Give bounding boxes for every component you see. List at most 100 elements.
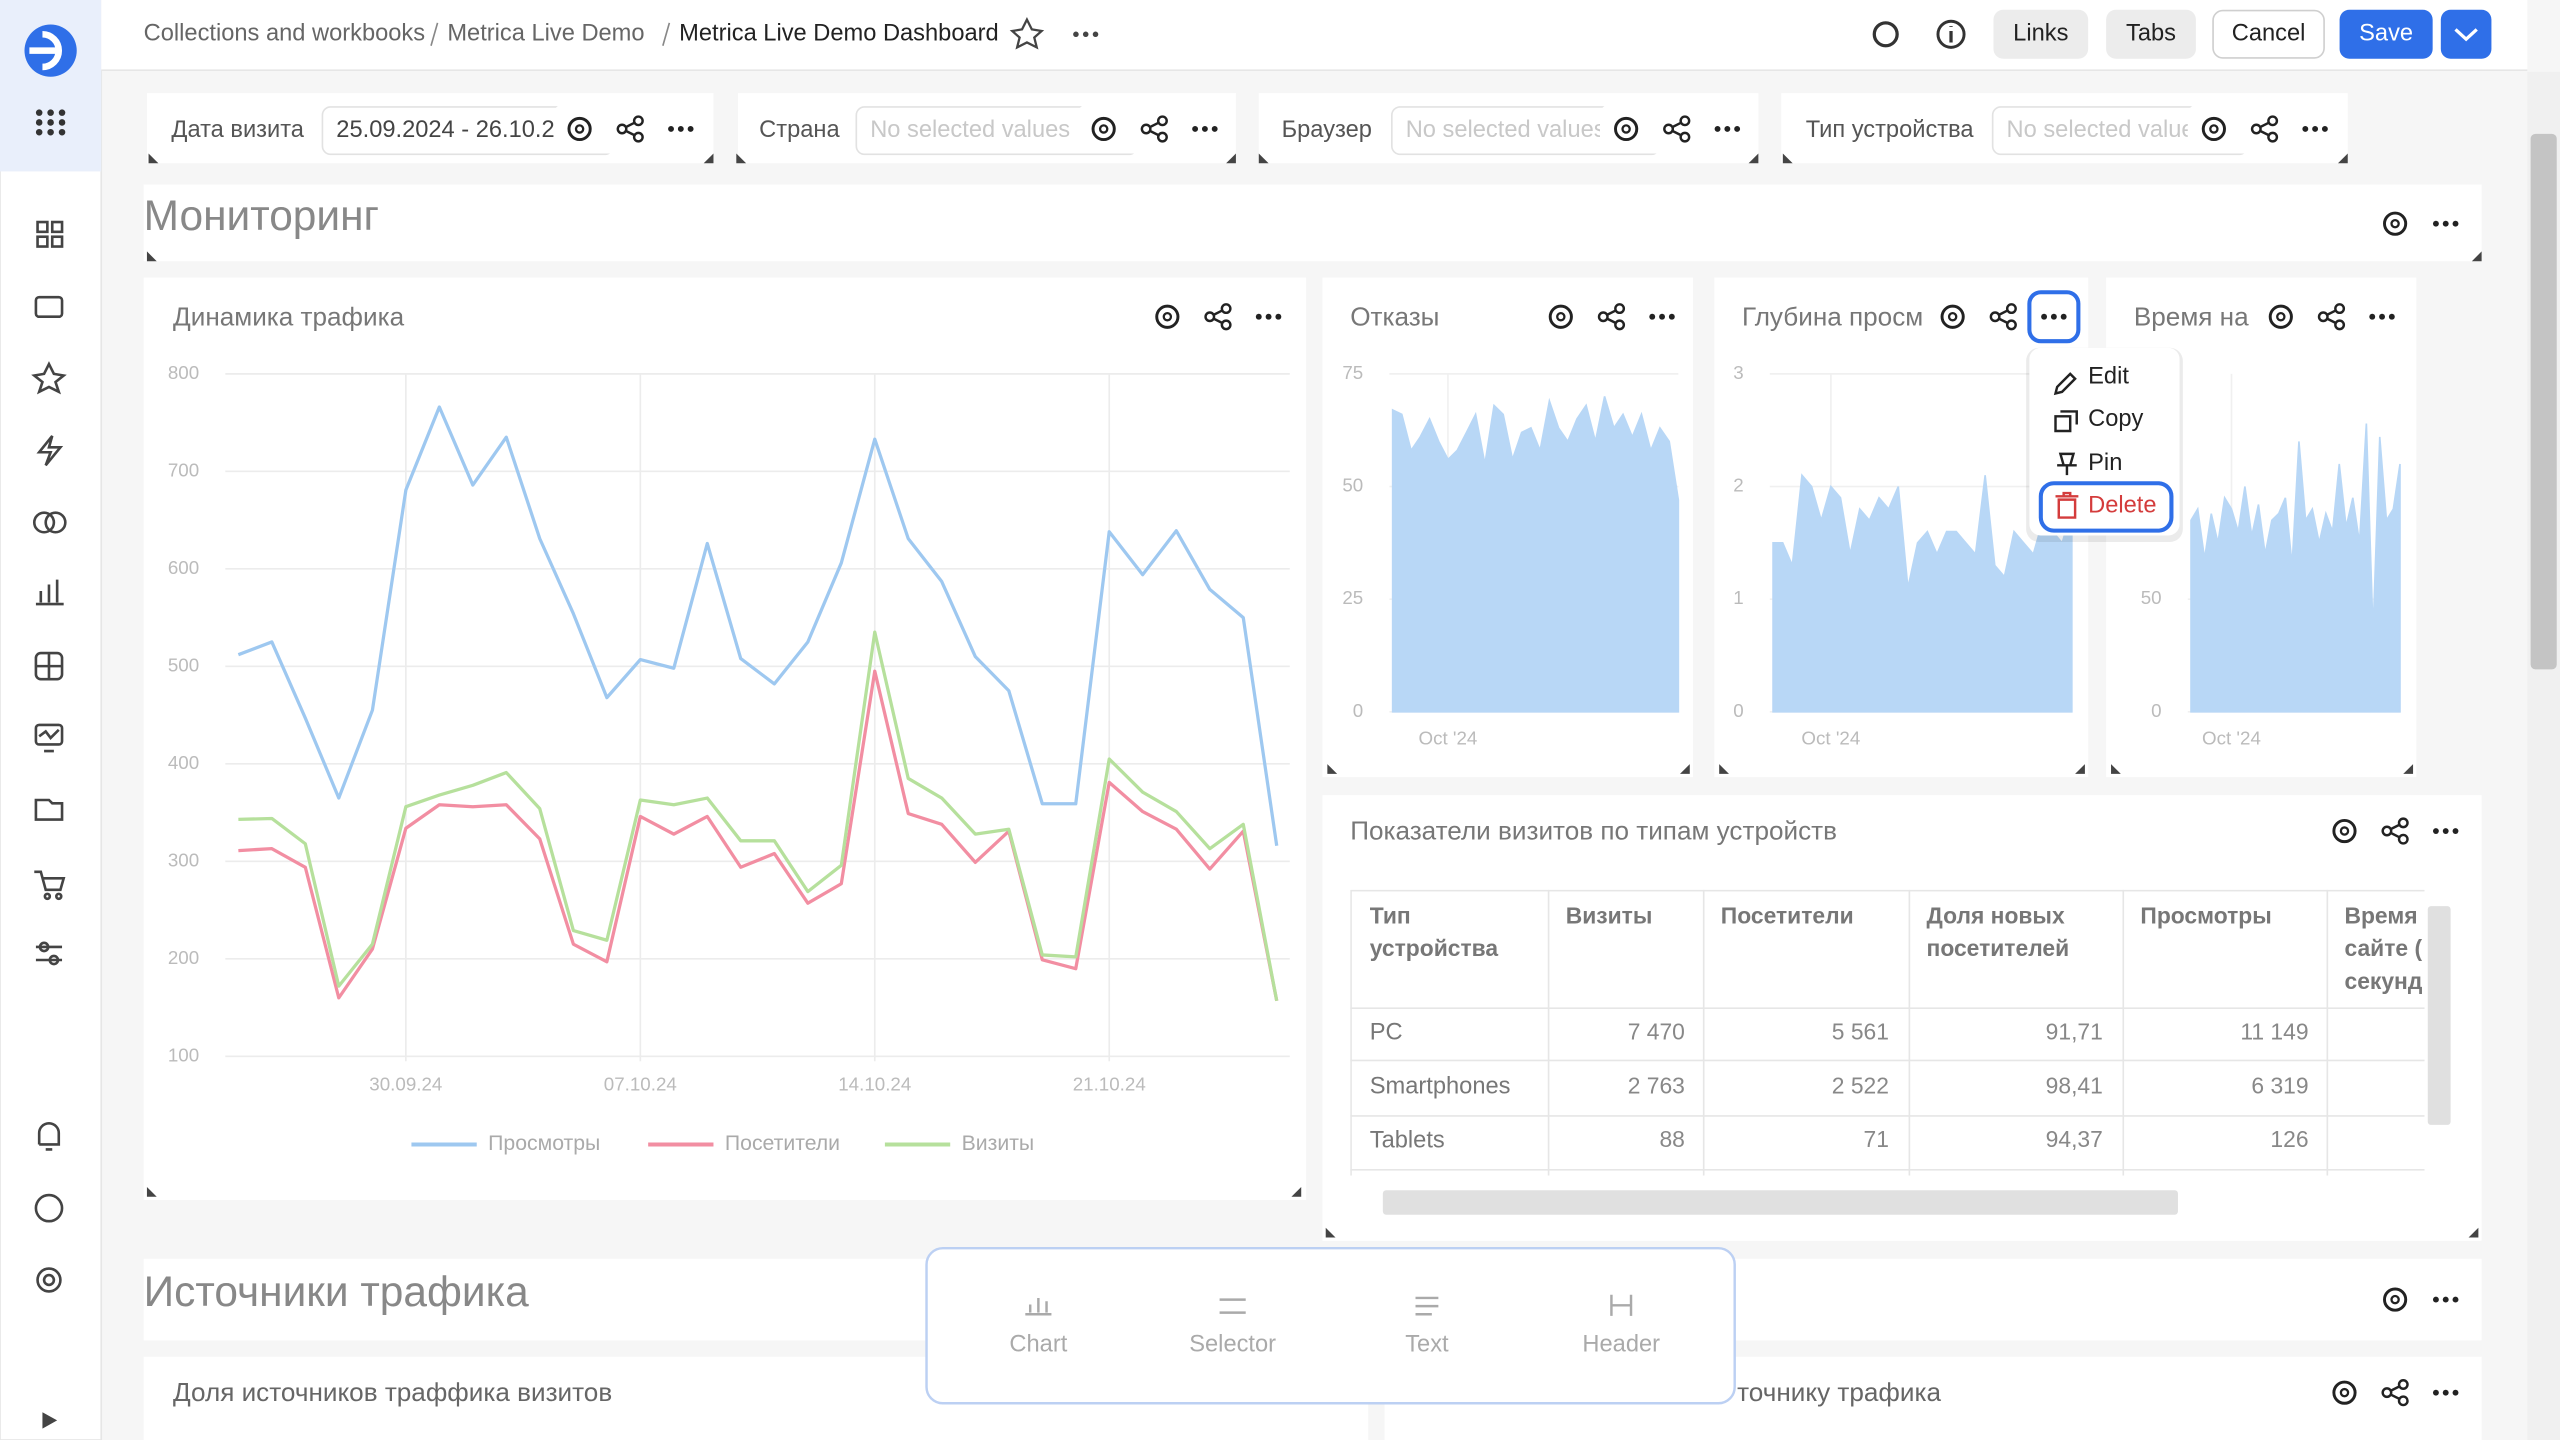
- settings-icon[interactable]: [567, 116, 592, 142]
- nav-icons[interactable]: [31, 220, 67, 1293]
- more-dot[interactable]: [2379, 313, 2385, 320]
- more-dot[interactable]: [687, 126, 694, 132]
- breadcrumb[interactable]: Metrica Live Demo: [447, 21, 644, 47]
- settings-icon[interactable]: [2332, 1380, 2357, 1405]
- more-dot[interactable]: [2432, 828, 2439, 834]
- favorite-icon[interactable]: [1009, 17, 1045, 50]
- share-icon[interactable]: [2250, 115, 2279, 143]
- more-dot[interactable]: [2432, 1296, 2439, 1303]
- share-icon[interactable]: [2381, 1379, 2409, 1407]
- more-dot[interactable]: [1211, 126, 1218, 132]
- share-icon[interactable]: [616, 115, 644, 143]
- settings-hub: [2390, 1294, 2400, 1305]
- settings-icon[interactable]: [2383, 211, 2408, 236]
- table-hscroll[interactable]: [1382, 1190, 2178, 1215]
- more-icon[interactable]: [1073, 31, 1099, 38]
- more-dot[interactable]: [1265, 313, 1272, 320]
- resize-handle: [2471, 251, 2482, 262]
- menu-item[interactable]: Copy: [2088, 406, 2143, 432]
- more-dot[interactable]: [2452, 1296, 2459, 1303]
- toolbar-item[interactable]: [1610, 1294, 1633, 1316]
- share-node: [1679, 115, 1691, 127]
- more-dot[interactable]: [2452, 828, 2459, 834]
- settings-icon[interactable]: [2332, 818, 2357, 844]
- share-icon[interactable]: [1204, 303, 1232, 331]
- cancel-button[interactable]: [2212, 9, 2325, 59]
- more-dot[interactable]: [677, 126, 684, 132]
- settings-icon[interactable]: [1155, 304, 1180, 329]
- share-icon[interactable]: [1140, 115, 1168, 143]
- save-button[interactable]: [2339, 9, 2433, 59]
- more-dot[interactable]: [668, 126, 674, 132]
- more-dot[interactable]: [1734, 126, 1741, 132]
- toolbar-item[interactable]: [1025, 1297, 1052, 1316]
- scrollbar-thumb[interactable]: [2530, 133, 2557, 670]
- share-icon[interactable]: [1597, 303, 1626, 331]
- more-dot[interactable]: [2369, 313, 2376, 320]
- links-button[interactable]: [1993, 9, 2089, 59]
- more-dot[interactable]: [2442, 1389, 2449, 1396]
- more-dot[interactable]: [1201, 126, 1208, 132]
- share-icon[interactable]: [2381, 817, 2409, 845]
- more-dot[interactable]: [1659, 313, 1665, 320]
- more-dot[interactable]: [2302, 126, 2309, 132]
- more-dot[interactable]: [2312, 126, 2319, 132]
- toolbar-item[interactable]: [1219, 1298, 1246, 1314]
- settings-icon[interactable]: [2268, 304, 2293, 329]
- settings-icon[interactable]: [2201, 116, 2226, 142]
- share-icon[interactable]: [2317, 303, 2346, 331]
- settings-icon[interactable]: [1091, 116, 1116, 142]
- apps-icon[interactable]: [35, 109, 66, 136]
- more-dot[interactable]: [2432, 1389, 2439, 1396]
- save-dropdown[interactable]: [2440, 9, 2492, 59]
- share-icon[interactable]: [1663, 115, 1691, 143]
- widget-title: Динамика трафика: [173, 301, 405, 331]
- settings-hub: [1556, 312, 1566, 322]
- more-dot[interactable]: [2060, 313, 2067, 320]
- more-dot[interactable]: [2442, 1296, 2449, 1303]
- share-node: [1220, 319, 1232, 331]
- share-icon[interactable]: [1989, 303, 2017, 331]
- more-dot[interactable]: [1192, 126, 1199, 132]
- more-dot[interactable]: [1724, 126, 1731, 132]
- settings-icon[interactable]: [1872, 21, 1899, 48]
- tabs-button[interactable]: [2106, 9, 2196, 59]
- collapse-icon[interactable]: [42, 1412, 58, 1429]
- settings-hub: [2209, 124, 2219, 134]
- share-node: [632, 131, 644, 143]
- toolbar-item[interactable]: [1415, 1296, 1439, 1316]
- menu-item[interactable]: Edit: [2088, 363, 2129, 389]
- more-dot[interactable]: [2452, 220, 2459, 227]
- widget-controls: [1600, 104, 1754, 154]
- more-dot[interactable]: [1714, 126, 1721, 132]
- more-dot[interactable]: [1649, 313, 1656, 320]
- share-node: [1140, 123, 1152, 135]
- settings-icon[interactable]: [1940, 304, 1965, 329]
- menu-item[interactable]: Pin: [2088, 450, 2122, 476]
- more-dot[interactable]: [1275, 313, 1282, 320]
- more-dot[interactable]: [1255, 313, 1262, 320]
- info-icon[interactable]: [1936, 19, 1966, 49]
- focus-ring[interactable]: [2027, 290, 2081, 344]
- more-dot[interactable]: [1668, 313, 1675, 320]
- breadcrumb[interactable]: Collections and workbooks: [144, 21, 425, 47]
- more-dot[interactable]: [2442, 220, 2449, 227]
- more-dot[interactable]: [2388, 313, 2395, 320]
- table-vscroll[interactable]: [2427, 906, 2451, 1125]
- settings-icon[interactable]: [1548, 304, 1573, 329]
- menu-item[interactable]: Delete: [2088, 492, 2156, 518]
- widget-controls: [1534, 292, 1689, 342]
- share-link: [624, 121, 636, 137]
- settings-icon[interactable]: [1614, 116, 1639, 142]
- more-dot[interactable]: [2041, 313, 2048, 320]
- more-dot[interactable]: [2432, 220, 2439, 227]
- settings-icon[interactable]: [2383, 1287, 2408, 1312]
- share-node: [2334, 303, 2346, 315]
- more-dot[interactable]: [2452, 1389, 2459, 1396]
- x-tick-label: Oct '24: [1419, 728, 1478, 749]
- more-dot[interactable]: [2321, 126, 2328, 132]
- more-dot[interactable]: [2442, 828, 2449, 834]
- more-dot[interactable]: [2050, 313, 2057, 320]
- settings-hub: [1098, 124, 1109, 134]
